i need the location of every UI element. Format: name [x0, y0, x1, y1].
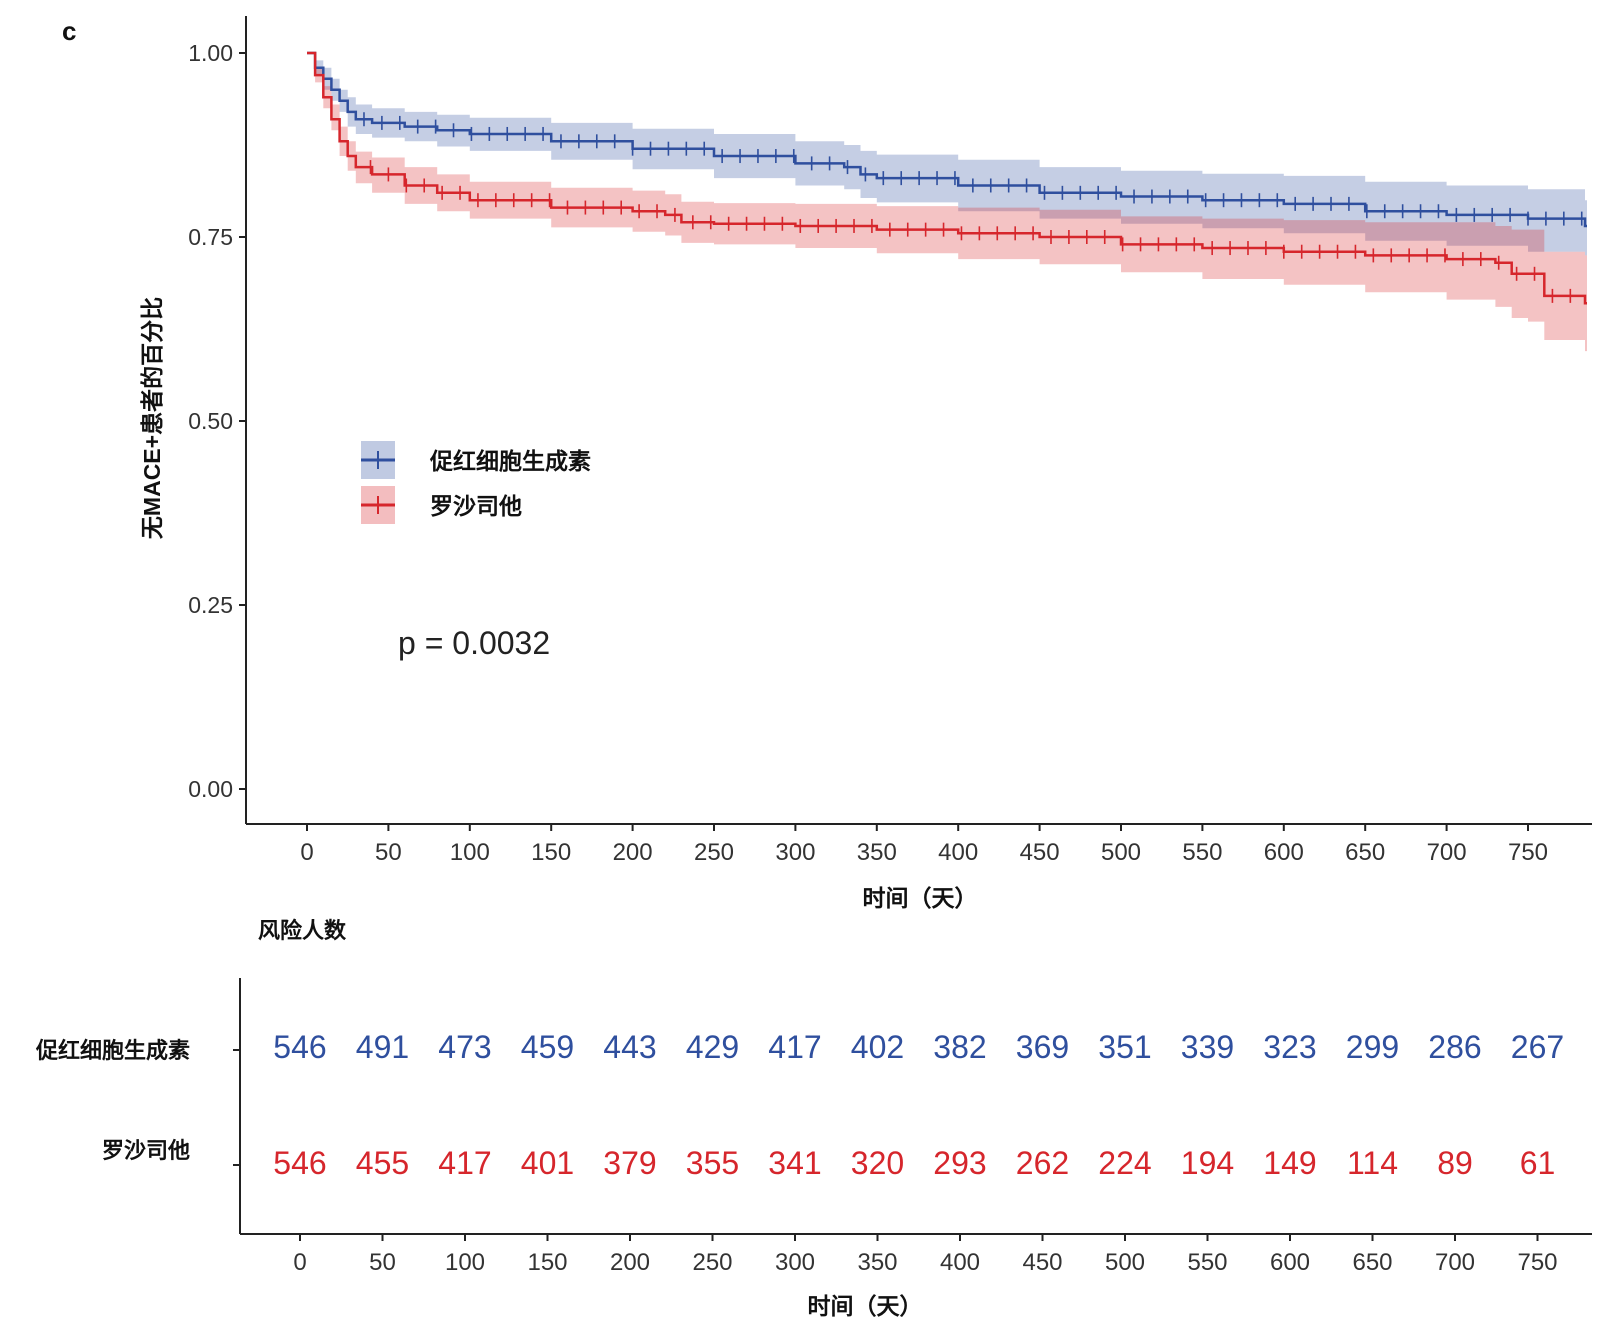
risk-value-series-1: 267 [1511, 1029, 1564, 1065]
risk-value-series-1: 323 [1263, 1029, 1316, 1065]
x-tick-label: 650 [1345, 839, 1385, 866]
risk-value-series-2: 401 [521, 1145, 574, 1181]
risk-value-series-1: 351 [1098, 1029, 1151, 1065]
risk-value-series-1: 286 [1428, 1029, 1481, 1065]
legend-label-series-2: 罗沙司他 [430, 493, 522, 519]
risk-value-series-2: 341 [768, 1145, 821, 1181]
x-tick-label: 750 [1508, 839, 1548, 866]
y-tick-label: 0.75 [188, 224, 233, 250]
risk-value-series-2: 224 [1098, 1145, 1151, 1181]
x-tick-label: 50 [375, 839, 402, 866]
risk-table-title: 风险人数 [258, 918, 347, 943]
risk-row-label-series-1: 促红细胞生成素 [35, 1038, 190, 1063]
risk-value-series-2: 262 [1016, 1145, 1069, 1181]
risk-x-tick-label: 150 [527, 1249, 567, 1276]
x-tick-label: 600 [1264, 839, 1304, 866]
risk-table: 风险人数 促红细胞生成素 罗沙司他 546 491 473 459 443 429 417 4… [35, 918, 1592, 1319]
y-tick-label: 0.50 [188, 408, 233, 434]
risk-x-tick-label: 400 [940, 1249, 980, 1276]
risk-x-tick-label: 350 [857, 1249, 897, 1276]
survival-plot: 1.00 0.75 0.50 0.25 0.00 0 50 100 150 200 250 300 3… [139, 16, 1592, 911]
risk-value-series-2: 114 [1347, 1145, 1398, 1181]
y-tick-label: 0.00 [188, 776, 233, 802]
ci-band-series-1 [307, 53, 1587, 256]
risk-value-series-1: 546 [273, 1029, 326, 1065]
risk-value-series-2: 355 [686, 1145, 739, 1181]
x-tick-label: 0 [300, 839, 313, 866]
risk-x-tick-label: 200 [610, 1249, 650, 1276]
survival-curve-series-1 [307, 51, 1587, 228]
x-tick-label: 550 [1182, 839, 1222, 866]
risk-value-series-1: 339 [1181, 1029, 1234, 1065]
confidence-bands [307, 53, 1587, 352]
risk-value-series-2: 61 [1520, 1145, 1556, 1181]
p-value-annotation: p = 0.0032 [398, 625, 550, 661]
x-tick-label: 300 [775, 839, 815, 866]
risk-value-series-2: 293 [933, 1145, 986, 1181]
risk-value-series-1: 443 [603, 1029, 656, 1065]
risk-x-tick-label: 550 [1187, 1249, 1227, 1276]
risk-x-tick-label: 600 [1270, 1249, 1310, 1276]
risk-table-x-axis-title: 时间（天） [808, 1293, 923, 1319]
risk-x-tick-label: 750 [1517, 1249, 1557, 1276]
risk-x-tick-label: 0 [293, 1249, 306, 1276]
risk-value-series-2: 194 [1181, 1145, 1234, 1181]
risk-value-series-2: 417 [438, 1145, 491, 1181]
risk-row-label-series-2: 罗沙司他 [102, 1138, 190, 1163]
risk-value-series-2: 455 [356, 1145, 409, 1181]
risk-x-tick-label: 300 [775, 1249, 815, 1276]
x-axis-ticks: 0 50 100 150 200 250 300 350 400 450 500 550 600 650 7… [300, 824, 1548, 866]
x-axis-title: 时间（天） [863, 885, 978, 911]
x-tick-label: 700 [1427, 839, 1467, 866]
legend-label-series-1: 促红细胞生成素 [429, 448, 591, 474]
risk-table-values: 546 491 473 459 443 429 417 402 382 369 351 339 323 2… [273, 1029, 1564, 1181]
risk-x-tick-label: 650 [1352, 1249, 1392, 1276]
panel-label: c [62, 16, 76, 46]
risk-value-series-2: 320 [851, 1145, 904, 1181]
risk-value-series-1: 369 [1016, 1029, 1069, 1065]
legend: 促红细胞生成素 罗沙司他 [361, 441, 591, 524]
risk-value-series-1: 382 [933, 1029, 986, 1065]
risk-value-series-1: 459 [521, 1029, 574, 1065]
x-tick-label: 150 [531, 839, 571, 866]
risk-value-series-2: 546 [273, 1145, 326, 1181]
risk-value-series-2: 89 [1437, 1145, 1473, 1181]
y-axis-title: 无MACE+患者的百分比 [139, 297, 165, 539]
x-tick-label: 500 [1101, 839, 1141, 866]
y-tick-label: 1.00 [188, 40, 233, 66]
risk-value-series-2: 379 [603, 1145, 656, 1181]
risk-value-series-1: 299 [1346, 1029, 1399, 1065]
risk-value-series-1: 417 [768, 1029, 821, 1065]
x-tick-label: 250 [694, 839, 734, 866]
y-tick-label: 0.25 [188, 592, 233, 618]
risk-value-series-1: 473 [438, 1029, 491, 1065]
risk-value-series-1: 429 [686, 1029, 739, 1065]
x-tick-label: 200 [613, 839, 653, 866]
y-axis-ticks: 1.00 0.75 0.50 0.25 0.00 [188, 40, 246, 802]
risk-x-tick-label: 450 [1022, 1249, 1062, 1276]
x-tick-label: 100 [450, 839, 490, 866]
censor-marks [363, 112, 1583, 303]
risk-x-tick-label: 100 [445, 1249, 485, 1276]
x-tick-label: 350 [857, 839, 897, 866]
risk-value-series-1: 491 [356, 1029, 409, 1065]
risk-x-tick-label: 700 [1435, 1249, 1475, 1276]
risk-x-tick-label: 250 [692, 1249, 732, 1276]
risk-x-tick-label: 50 [369, 1249, 396, 1276]
risk-value-series-1: 402 [851, 1029, 904, 1065]
risk-table-x-ticks: 0 50 100 150 200 250 300 350 400 450 500 550 600 650 7… [293, 1234, 1558, 1276]
ci-band-series-2 [307, 53, 1587, 352]
risk-value-series-2: 149 [1263, 1145, 1316, 1181]
x-tick-label: 400 [938, 839, 978, 866]
risk-x-tick-label: 500 [1105, 1249, 1145, 1276]
x-tick-label: 450 [1020, 839, 1060, 866]
